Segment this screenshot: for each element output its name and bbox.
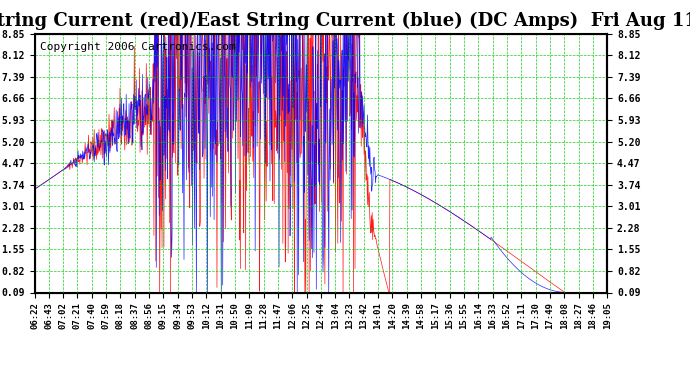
Text: West String Current (red)/East String Current (blue) (DC Amps)  Fri Aug 11 19:25: West String Current (red)/East String Cu… [0, 11, 690, 30]
Text: Copyright 2006 Cartronics.com: Copyright 2006 Cartronics.com [40, 42, 236, 51]
